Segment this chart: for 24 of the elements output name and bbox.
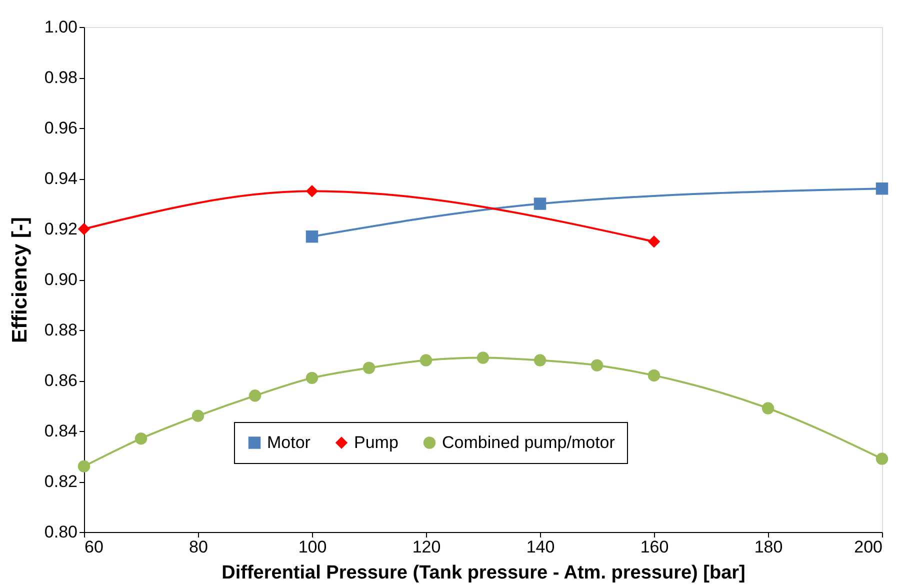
x-tick-label: 180 (754, 538, 783, 556)
y-tick-label: 0.94 (44, 169, 78, 188)
x-axis-title: Differential Pressure (Tank pressure - Atm. pressure) [bar] (222, 562, 746, 584)
y-tick-label: 0.96 (44, 118, 78, 138)
y-tick-label: 0.80 (44, 522, 78, 542)
y-tick-label: 0.82 (44, 472, 78, 491)
x-tick-label: 60 (84, 538, 104, 556)
legend-label: Combined pump/motor (442, 432, 616, 452)
y-tick-label: 0.86 (44, 371, 78, 390)
x-tick-label: 200 (854, 538, 882, 556)
y-tick-label: 0.88 (44, 320, 78, 340)
y-tick-label: 0.84 (44, 422, 78, 440)
y-tick-label: 1.00 (44, 18, 78, 36)
x-tick-label: 120 (412, 538, 441, 556)
legend-label: Pump (354, 432, 398, 452)
x-tick-label: 140 (526, 538, 555, 556)
y-tick-label: 0.98 (44, 68, 78, 87)
x-tick-label: 80 (189, 538, 208, 556)
x-tick-label: 100 (298, 538, 327, 556)
x-tick-label: 160 (640, 538, 669, 556)
y-axis-title: Efficiency [-] (8, 216, 32, 344)
legend-label: Motor (267, 432, 311, 452)
y-tick-label: 0.92 (44, 220, 78, 238)
y-tick-label: 0.90 (44, 270, 78, 289)
